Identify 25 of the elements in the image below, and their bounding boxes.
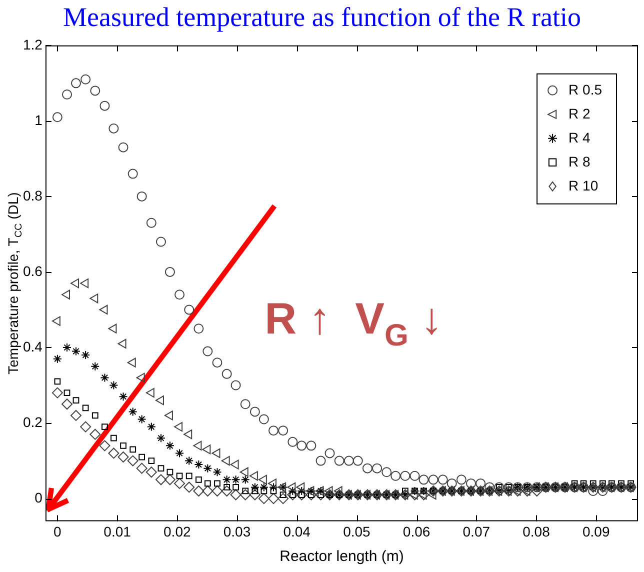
y-tick-label: 0.6 xyxy=(22,262,43,279)
legend-label: R 0.5 xyxy=(568,81,602,98)
x-tick-label: 0.03 xyxy=(223,523,251,540)
x-tick-label: 0 xyxy=(54,523,62,540)
legend-label: R 10 xyxy=(568,177,598,194)
x-tick-label: 0.05 xyxy=(343,523,371,540)
x-axis-title: Reactor length (m) xyxy=(280,548,404,566)
y-tick-label: 0.4 xyxy=(22,338,43,354)
x-tick-label: 0.06 xyxy=(402,523,430,540)
y-tick-label: 0.2 xyxy=(22,414,43,430)
y-tick-label: 1 xyxy=(34,112,43,128)
y-axis-title: Temperature profile, TCC (DL) xyxy=(4,192,25,374)
legend-label: R 2 xyxy=(568,105,591,122)
x-tick-label: 0.08 xyxy=(522,523,550,540)
x-tick-label: 0.01 xyxy=(104,523,132,540)
x-tick-label: 0.07 xyxy=(462,523,490,540)
y-tick-label: 1.2 xyxy=(22,36,43,52)
legend-label: R 8 xyxy=(568,153,591,170)
legend-label: R 4 xyxy=(568,129,591,146)
y-tick-label: 0.8 xyxy=(22,187,43,204)
y-tick-label: 0 xyxy=(34,489,43,506)
chart-title: Measured temperature as function of the R ratio xyxy=(62,1,582,34)
x-tick-label: 0.02 xyxy=(164,523,191,540)
x-tick-label: 0.09 xyxy=(582,523,610,540)
x-tick-label: 0.04 xyxy=(283,523,311,540)
